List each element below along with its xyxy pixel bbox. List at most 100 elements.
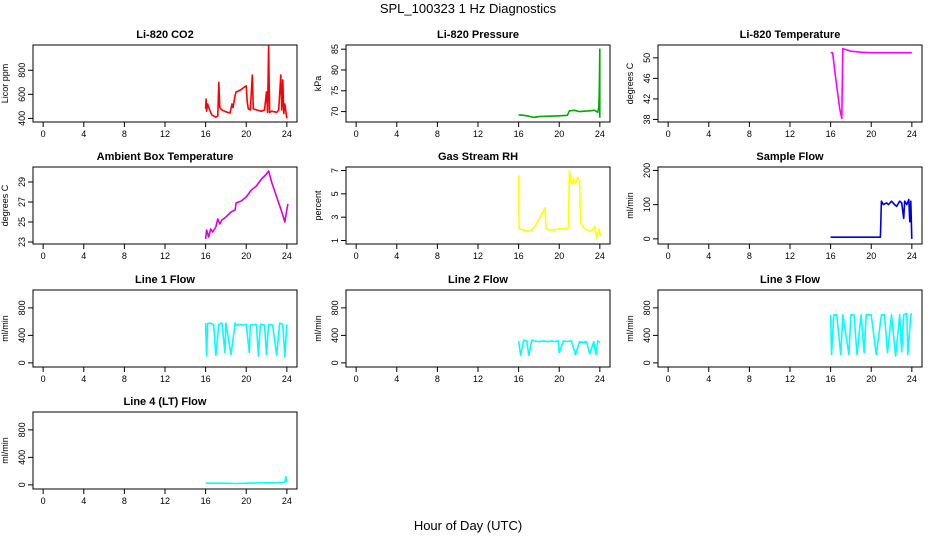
- x-tick-label: 20: [554, 251, 564, 261]
- y-tick-label: 600: [17, 87, 27, 102]
- series-line: [830, 47, 912, 120]
- y-tick-label: 400: [17, 450, 27, 465]
- series-line: [204, 322, 288, 358]
- panel-title: Li-820 Temperature: [740, 29, 841, 41]
- y-tick-label: 800: [642, 300, 652, 315]
- panel-title: Gas Stream RH: [438, 151, 518, 163]
- y-tick-label: 100: [642, 197, 652, 212]
- x-tick-label: 0: [354, 374, 359, 384]
- y-tick-label: 70: [330, 107, 340, 117]
- x-tick-label: 0: [666, 251, 671, 261]
- panel-title: Line 3 Flow: [760, 274, 820, 286]
- panel-title: Li-820 CO2: [136, 29, 193, 41]
- series-line: [829, 312, 913, 357]
- x-tick-label: 0: [41, 374, 46, 384]
- x-tick-label: 0: [666, 129, 671, 139]
- y-tick-label: 400: [17, 111, 27, 126]
- panel-title: Sample Flow: [756, 151, 824, 163]
- x-tick-label: 8: [747, 251, 752, 261]
- panel-4: Ambient Box Temperature 0 4 8 12 16 20 24 23 25 27…: [0, 151, 298, 261]
- x-tick-label: 16: [514, 251, 524, 261]
- panel-title: Line 2 Flow: [448, 274, 508, 286]
- y-axis-label: degrees C: [625, 62, 635, 104]
- x-tick-label: 16: [826, 251, 836, 261]
- series-line: [204, 170, 289, 240]
- y-tick-label: 7: [330, 168, 340, 173]
- y-tick-label: 400: [642, 328, 652, 343]
- x-tick-label: 20: [241, 374, 251, 384]
- x-tick-label: 4: [706, 251, 711, 261]
- y-tick-label: 27: [17, 197, 27, 207]
- x-tick-label: 12: [785, 129, 795, 139]
- y-tick-label: 0: [642, 360, 652, 365]
- x-tick-label: 24: [282, 251, 292, 261]
- y-axis-label: ml/min: [625, 192, 635, 219]
- y-tick-label: 38: [642, 114, 652, 124]
- x-axis-title: Hour of Day (UTC): [413, 518, 523, 533]
- x-tick-label: 16: [826, 374, 836, 384]
- y-tick-label: 0: [17, 360, 27, 365]
- x-tick-label: 20: [241, 251, 251, 261]
- x-tick-label: 24: [907, 251, 917, 261]
- panel-10: Line 4 (LT) Flow 0 4 8 12 16 20 24 0 400 800 ml/min: [0, 396, 298, 506]
- y-tick-label: 85: [330, 44, 340, 54]
- x-tick-label: 20: [241, 496, 251, 506]
- x-tick-label: 8: [747, 129, 752, 139]
- y-tick-label: 0: [17, 482, 27, 487]
- x-tick-label: 12: [473, 129, 483, 139]
- x-tick-label: 4: [394, 251, 399, 261]
- x-tick-label: 12: [473, 251, 483, 261]
- y-tick-label: 75: [330, 86, 340, 96]
- x-tick-label: 4: [706, 129, 711, 139]
- plot-frame: [657, 44, 923, 123]
- x-tick-label: 16: [514, 374, 524, 384]
- x-tick-label: 16: [201, 496, 211, 506]
- series-line: [518, 48, 601, 119]
- x-tick-label: 24: [907, 374, 917, 384]
- panel-1: Li-820 CO2 0 4 8 12 16 20 24 400 600 800 Licor ppm: [0, 29, 298, 139]
- x-tick-label: 24: [595, 129, 605, 139]
- x-tick-label: 8: [435, 251, 440, 261]
- y-axis-label: ml/min: [313, 315, 323, 342]
- x-tick-label: 4: [81, 129, 86, 139]
- y-tick-label: 23: [17, 237, 27, 247]
- series-line: [830, 198, 913, 239]
- x-tick-label: 12: [160, 496, 170, 506]
- y-tick-label: 1: [330, 238, 340, 243]
- y-axis-label: ml/min: [0, 437, 10, 464]
- x-tick-label: 8: [435, 374, 440, 384]
- y-tick-label: 800: [17, 422, 27, 437]
- y-tick-label: 0: [330, 360, 340, 365]
- x-tick-label: 16: [201, 374, 211, 384]
- y-tick-label: 42: [642, 94, 652, 104]
- plot-frame: [32, 411, 298, 490]
- y-tick-label: 46: [642, 73, 652, 83]
- y-axis-label: ml/min: [0, 315, 10, 342]
- x-tick-label: 4: [81, 496, 86, 506]
- y-tick-label: 5: [330, 191, 340, 196]
- panel-2: Li-820 Pressure 0 4 8 12 16 20 24 70 75 80 85 kPa: [313, 29, 611, 139]
- plot-frame: [657, 289, 923, 368]
- x-tick-label: 0: [666, 374, 671, 384]
- x-tick-label: 8: [122, 129, 127, 139]
- x-tick-label: 24: [595, 374, 605, 384]
- panel-3: Li-820 Temperature 0 4 8 12 16 20 24 38 42 46 50 deg…: [625, 29, 923, 139]
- x-tick-label: 20: [554, 374, 564, 384]
- x-tick-label: 8: [122, 251, 127, 261]
- y-tick-label: 800: [17, 63, 27, 78]
- x-tick-label: 0: [41, 129, 46, 139]
- y-axis-label: Licor ppm: [0, 64, 10, 104]
- panel-title: Ambient Box Temperature: [97, 151, 234, 163]
- y-tick-label: 200: [642, 163, 652, 178]
- x-tick-label: 20: [241, 129, 251, 139]
- plot-frame: [657, 166, 923, 245]
- plot-frame: [32, 166, 298, 245]
- x-tick-label: 16: [201, 251, 211, 261]
- plot-frame: [345, 289, 611, 368]
- series-line: [517, 169, 602, 239]
- x-tick-label: 4: [394, 129, 399, 139]
- x-tick-label: 20: [554, 129, 564, 139]
- panel-8: Line 2 Flow 0 4 8 12 16 20 24 0 400 800 ml/min: [313, 274, 611, 384]
- x-tick-label: 8: [435, 129, 440, 139]
- x-tick-label: 24: [595, 251, 605, 261]
